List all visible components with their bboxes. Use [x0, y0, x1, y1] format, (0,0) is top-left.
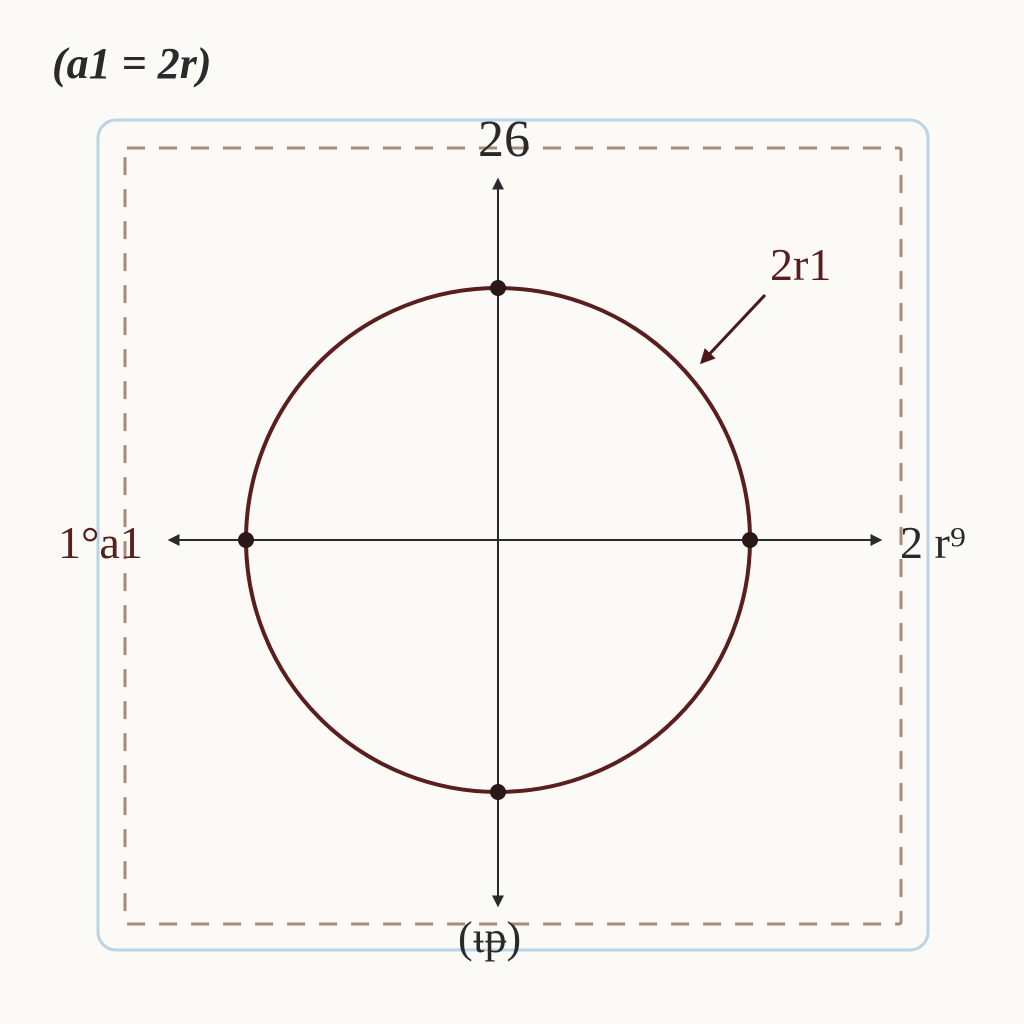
- circle-label: 2r1: [770, 238, 831, 291]
- circle-label-arrow: [702, 295, 765, 362]
- intersection-point: [490, 280, 506, 296]
- intersection-point: [490, 784, 506, 800]
- left-axis-label: 1°a1: [58, 516, 143, 569]
- intersection-point: [742, 532, 758, 548]
- bottom-axis-label: (ᵼᵽ): [458, 912, 521, 963]
- right-axis-label: 2 r⁹: [900, 516, 966, 569]
- equation-title: (a1 = 2r): [52, 38, 212, 89]
- diagram-canvas: { "title": { "text": "(a1 = 2r)", "x": 5…: [0, 0, 1024, 1024]
- top-axis-label: 26: [478, 110, 530, 169]
- intersection-point: [238, 532, 254, 548]
